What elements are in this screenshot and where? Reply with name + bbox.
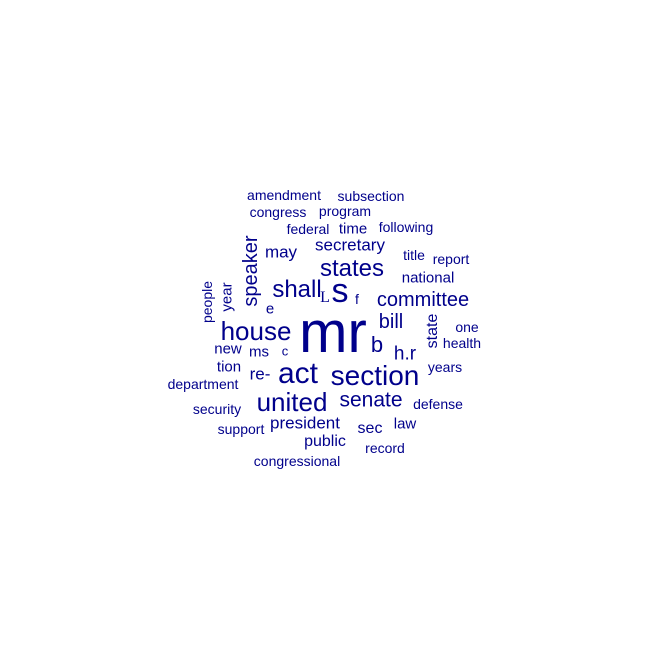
word-following-label: following: [378, 219, 434, 235]
word-time-label: time: [338, 220, 368, 238]
word-president-label: president: [270, 413, 340, 433]
word-health-label: health: [442, 335, 482, 351]
word-committee-label: committee: [376, 289, 470, 311]
word-sec-label: sec: [357, 420, 383, 437]
word-year-label: year: [218, 282, 236, 312]
word-house-label: house: [220, 316, 292, 346]
word-section-label: section: [330, 360, 420, 391]
word-re-label: re-: [249, 364, 271, 384]
word-ms-label: ms: [249, 343, 269, 361]
word-program-label: program: [318, 203, 372, 219]
word-act-label: act: [277, 357, 319, 390]
word-tion-label: tion: [216, 358, 242, 376]
word-united-label: united: [256, 387, 328, 417]
word-one-label: one: [455, 319, 479, 335]
word-subsection-label: subsection: [337, 188, 405, 204]
word-s-label: s: [331, 272, 349, 310]
word-national-label: national: [401, 269, 455, 287]
word-congress-label: congress: [249, 204, 307, 220]
word-congressional-label: congressional: [253, 453, 341, 469]
word-bill-label: bill: [378, 311, 404, 333]
word-b-label: b: [370, 332, 384, 357]
word-department-label: department: [167, 376, 239, 392]
word-shall-label: shall: [272, 276, 322, 303]
word-record-label: record: [365, 440, 405, 456]
word-mr-label: mr: [299, 300, 367, 365]
word-speaker-label: speaker: [240, 235, 262, 307]
word-may-label: may: [264, 242, 298, 262]
word-states-label: states: [319, 255, 385, 282]
word-public-label: public: [304, 433, 346, 450]
word-title-label: title: [403, 247, 425, 263]
word-secretary-label: secretary: [315, 235, 385, 255]
word-state-label: state: [424, 313, 441, 349]
word-people-label: people: [199, 280, 215, 324]
word-f-label: f: [355, 291, 359, 307]
word-amendment-label: amendment: [247, 187, 321, 203]
word-support-label: support: [217, 421, 265, 437]
word-security-label: security: [192, 401, 242, 417]
word-law-label: law: [393, 415, 417, 433]
word-report-label: report: [432, 251, 470, 267]
word-l-label: L: [320, 289, 330, 306]
word-new-label: new: [214, 340, 242, 358]
word-years-label: years: [427, 359, 463, 375]
word-c-label: c: [281, 343, 289, 359]
word-e-label: e: [265, 300, 275, 318]
word-federal-label: federal: [286, 221, 330, 237]
word-defense-label: defense: [413, 396, 463, 412]
word-h-r-label: h.r: [393, 343, 417, 365]
word-senate-label: senate: [339, 388, 403, 412]
